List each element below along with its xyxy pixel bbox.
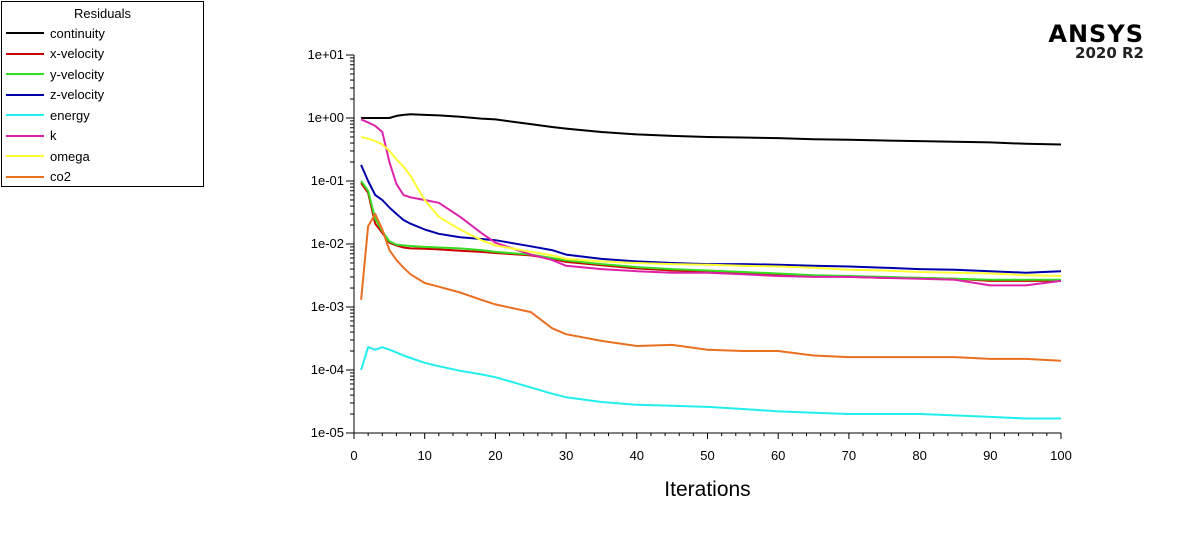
legend-label: y-velocity <box>50 66 105 82</box>
legend-swatch <box>6 134 44 137</box>
x-tick-label: 20 <box>488 448 502 463</box>
y-tick-label: 1e-04 <box>311 362 344 377</box>
series-line-continuity <box>361 113 1062 146</box>
legend-swatch <box>6 73 44 76</box>
legend-item-continuity: continuity <box>2 23 203 44</box>
legend-swatch <box>6 155 44 158</box>
series-line-z-velocity <box>360 164 1062 274</box>
legend-label: z-velocity <box>50 87 105 103</box>
series-line-energy <box>360 346 1061 420</box>
series-line-co2 <box>360 212 1062 362</box>
legend-swatch <box>6 32 44 35</box>
legend-label: continuity <box>50 25 105 41</box>
y-tick-label: 1e+00 <box>307 110 344 125</box>
y-tick-label: 1e-05 <box>311 425 344 440</box>
series-line-omega <box>360 136 1062 277</box>
y-tick-label: 1e-02 <box>311 236 344 251</box>
logo-brand: ANSYS <box>1048 20 1144 48</box>
x-tick-label: 0 <box>350 448 357 463</box>
x-tick-label: 80 <box>912 448 926 463</box>
legend-label: co2 <box>50 169 71 185</box>
y-tick-label: 1e-01 <box>311 173 344 188</box>
series-line-k <box>360 118 1062 287</box>
legend-label: omega <box>50 148 90 164</box>
legend-item-energy: energy <box>2 105 203 126</box>
x-tick-label: 100 <box>1050 448 1072 463</box>
y-tick-label: 1e+01 <box>307 47 344 62</box>
x-tick-label: 10 <box>417 448 431 463</box>
legend-label: k <box>50 128 57 144</box>
x-tick-label: 60 <box>771 448 785 463</box>
logo-version: 2020 R2 <box>1075 44 1144 62</box>
legend: Residuals continuity x-velocity y-velocity… <box>1 1 204 187</box>
ansys-logo: ANSYS 2020 R2 <box>1026 22 1144 61</box>
legend-swatch <box>6 93 44 96</box>
y-tick-label: 1e-03 <box>311 299 344 314</box>
legend-swatch <box>6 114 44 117</box>
x-tick-label: 40 <box>630 448 644 463</box>
legend-label: x-velocity <box>50 46 105 62</box>
legend-item-x-velocity: x-velocity <box>2 44 203 65</box>
legend-title: Residuals <box>73 6 132 21</box>
x-tick-label: 50 <box>700 448 714 463</box>
x-axis-label: Iterations <box>664 478 750 501</box>
legend-label: energy <box>50 107 90 123</box>
x-tick-label: 30 <box>559 448 573 463</box>
legend-item-z-velocity: z-velocity <box>2 85 203 106</box>
legend-item-k: k <box>2 126 203 147</box>
legend-item-y-velocity: y-velocity <box>2 64 203 85</box>
x-tick-label: 90 <box>983 448 997 463</box>
legend-swatch <box>6 52 44 55</box>
legend-item-omega: omega <box>2 146 203 167</box>
legend-item-co2: co2 <box>2 167 203 188</box>
x-tick-label: 70 <box>842 448 856 463</box>
legend-swatch <box>6 175 44 178</box>
